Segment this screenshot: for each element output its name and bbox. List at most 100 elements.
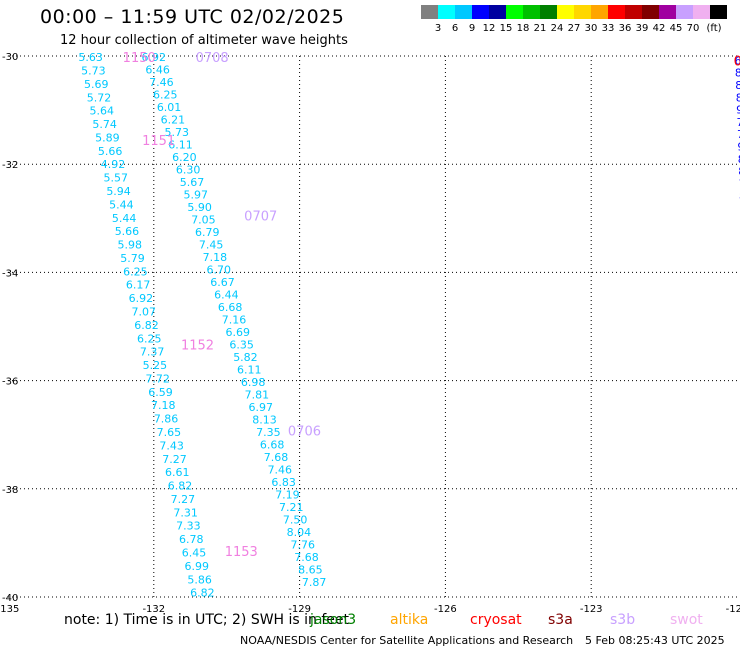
wave-height-value: 6.21	[161, 114, 186, 127]
wave-height-value: 7.27	[162, 453, 187, 466]
pass-time-label: 1153	[225, 545, 258, 560]
x-tick-label: -135	[0, 604, 19, 615]
wave-height-value: 6.68	[260, 438, 285, 451]
wave-height-value: 6.59	[148, 386, 173, 399]
wave-height-value: 5.97	[184, 189, 209, 202]
chart-title: 00:00 – 11:59 UTC 02/02/2025	[40, 6, 345, 28]
scale-swatch	[489, 5, 506, 19]
scale-label: 30	[584, 23, 598, 34]
wave-height-value: 7.37	[140, 346, 165, 359]
wave-height-value: 6.92	[142, 51, 167, 64]
wave-height-value: 8.40	[736, 91, 740, 104]
scale-swatch	[625, 5, 642, 19]
wave-height-value: 5.86	[187, 573, 212, 586]
wave-height-value: 5.66	[98, 145, 123, 158]
scale-swatch	[523, 5, 540, 19]
scale-label: 3	[434, 23, 442, 34]
scale-label: 18	[516, 23, 530, 34]
wave-height-value: 7.45	[199, 238, 224, 251]
scale-label: 21	[533, 23, 547, 34]
wave-height-value: 6.25	[137, 332, 162, 345]
wave-height-value: 7.81	[245, 388, 270, 401]
wave-height-value: 5.67	[180, 176, 205, 189]
x-tick-label: -126	[434, 604, 457, 615]
scale-swatch	[455, 5, 472, 19]
wave-height-value: 6.82	[190, 587, 215, 600]
wave-height-value: 6.97	[248, 401, 273, 414]
wave-height-value: 7.31	[173, 506, 198, 519]
wave-height-value: 5.44	[112, 212, 137, 225]
scale-swatch	[506, 5, 523, 19]
wave-height-value: 5.89	[95, 131, 120, 144]
wave-height-value: 7.27	[171, 493, 196, 506]
wave-height-value: 9.27	[737, 141, 740, 154]
wave-height-value: 9.27	[736, 104, 740, 117]
mission-swot: swot	[670, 612, 703, 628]
wave-height-value: 5.90	[187, 201, 212, 214]
wave-height-value: 8.45	[735, 67, 740, 80]
wave-height-value: 6.98	[241, 376, 266, 389]
wave-height-value: 7.75	[737, 128, 740, 141]
y-tick-label: -40	[2, 593, 18, 604]
wave-height-value: 7.21	[279, 501, 304, 514]
wave-height-value: 5.72	[87, 91, 112, 104]
scale-label: 36	[618, 23, 632, 34]
wave-height-value: 7.16	[222, 313, 247, 326]
wave-height-value: 7.05	[191, 214, 216, 227]
scale-swatch	[693, 5, 710, 19]
wave-height-value: 7.87	[302, 576, 327, 589]
y-tick-label: -38	[2, 485, 18, 496]
wave-height-value: 7.86	[154, 413, 179, 426]
scale-label: 6	[451, 23, 459, 34]
wave-height-value: 6.78	[179, 533, 204, 546]
scale-label: 9	[468, 23, 476, 34]
scale-swatch	[421, 5, 438, 19]
scale-label: 70	[686, 23, 700, 34]
pass-time-label: 1152	[181, 338, 214, 353]
wave-height-value: 8.65	[298, 563, 323, 576]
scale-swatch	[710, 5, 727, 19]
scale-label: 15	[499, 23, 513, 34]
wave-height-value: 6.83	[271, 476, 296, 489]
mission-cryosat: cryosat	[470, 612, 522, 628]
mission-jason3: jason3	[310, 612, 357, 628]
wave-height-value: 5.73	[81, 64, 106, 77]
wave-height-value: 6.25	[123, 265, 148, 278]
wave-height-value: 7.76	[290, 538, 315, 551]
pass-time-label: 1151	[142, 134, 175, 149]
x-tick-label: -123	[580, 604, 603, 615]
scale-swatch	[472, 5, 489, 19]
mission-altika: altika	[390, 612, 429, 628]
wave-height-value: 8.92	[735, 79, 740, 92]
wave-height-value: 6.35	[229, 338, 254, 351]
wave-height-value: 6.17	[126, 279, 151, 292]
wave-height-value: 5.66	[115, 225, 140, 238]
wave-height-value: 6.69	[226, 326, 251, 339]
footer-timestamp: 5 Feb 08:25:43 UTC 2025	[585, 634, 725, 647]
x-tick-label: -132	[142, 604, 165, 615]
wave-height-value: 6.45	[182, 547, 207, 560]
y-tick-label: -36	[2, 377, 18, 388]
wave-height-value: 6.01	[157, 101, 182, 114]
mission-s3a: s3a	[548, 612, 573, 628]
scale-label: 24	[550, 23, 564, 34]
wave-height-value: 5.74	[92, 118, 117, 131]
wave-height-value: 5.98	[117, 239, 142, 252]
wave-height-value: 7.86	[737, 116, 740, 129]
wave-height-value: 7.19	[275, 488, 300, 501]
scale-swatch	[557, 5, 574, 19]
wave-height-value: 6.25	[153, 89, 178, 102]
wave-height-value: 7.46	[268, 463, 293, 476]
wave-height-value: 5.82	[233, 351, 258, 364]
wave-height-value: 6.92	[129, 292, 154, 305]
y-tick-label: -30	[2, 52, 18, 63]
scale-label: 27	[567, 23, 581, 34]
wave-height-value: 7.18	[151, 399, 176, 412]
wave-height-value: 7.07	[131, 305, 156, 318]
legend-note: note: 1) Time is in UTC; 2) SWH is in fe…	[64, 612, 350, 628]
wave-height-value: 7.35	[256, 426, 281, 439]
wave-height-value: 7.46	[149, 76, 174, 89]
scale-swatch	[608, 5, 625, 19]
scale-swatch	[438, 5, 455, 19]
